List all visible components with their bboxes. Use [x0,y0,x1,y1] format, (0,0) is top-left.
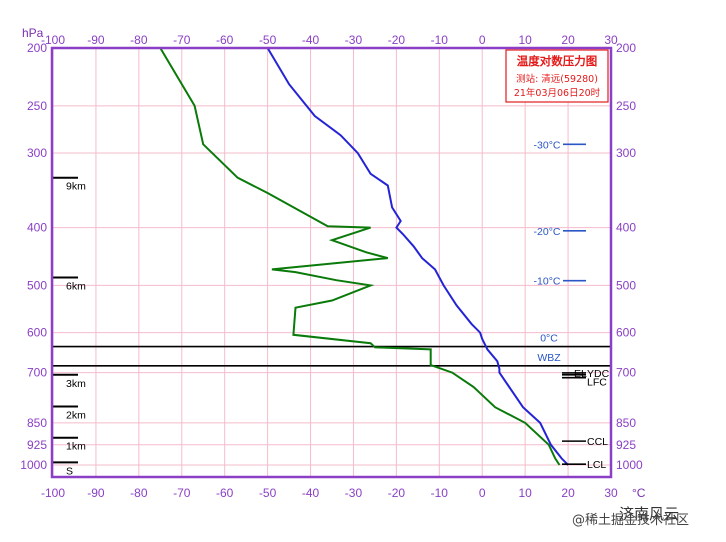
y-tick-label-right: 1000 [616,458,643,472]
x-tick-label-bottom: -30 [345,486,363,500]
x-tick-label-bottom: -10 [431,486,449,500]
x-tick-label-bottom: 20 [561,486,575,500]
isotherm-label: -10°C [534,276,561,288]
y-tick-label-right: 600 [616,326,636,340]
x-tick-label-bottom: -80 [130,486,148,500]
grid [52,47,612,477]
x-tick-label-top: -40 [302,33,320,47]
isotherm-label: -30°C [534,139,561,151]
y-tick-label-left: 250 [27,99,47,113]
x-tick-label-top: -90 [87,33,105,47]
plot-frame [50,46,613,479]
dewpoint-line [159,47,561,466]
height-label: 3km [66,378,86,390]
y-tick-label-right: 700 [616,366,636,380]
y-tick-label-right: 250 [616,99,636,113]
y-tick-label-right: 300 [616,146,636,160]
x-tick-label-bottom: 0 [479,486,486,500]
watermark-right-text: @稀土掘金技术社区 [572,513,690,528]
height-markers: 9km 6km 3km 2km 1km S [53,176,86,477]
height-label: 1km [66,441,86,453]
x-tick-label-top: -10 [431,33,449,47]
x-tick-label-bottom: -100 [41,486,65,500]
x-tick-label-top: -30 [345,33,363,47]
x-tick-label-top: 10 [518,33,532,47]
chart-title: 温度对数压力图 [517,54,598,68]
x-tick-label-bottom: 10 [518,486,532,500]
height-label: 6km [66,281,86,293]
x-tick-label-top: 20 [561,33,575,47]
y-tick-label-right: 925 [616,438,636,452]
x-tick-label-bottom: 30 [604,486,618,500]
x-tick-label-bottom: -70 [173,486,191,500]
level-label: 0°C [540,333,558,345]
y-tick-label-left: 500 [27,278,47,292]
y-tick-label-left: 400 [27,221,47,235]
y-tick-label-left: 850 [27,416,47,430]
x-tick-label-bottom: -50 [259,486,277,500]
y-unit-label: hPa [22,26,44,40]
watermark-right: @稀土掘金技术社区 [572,509,689,528]
level-lines: 0°C WBZ [53,333,611,367]
station-label: 测站: 清远(59280) [516,73,598,85]
x-tick-label-top: -80 [130,33,148,47]
temperature-line [266,47,569,466]
x-tick-label-bottom: -20 [388,486,406,500]
height-label: S [66,465,73,477]
y-tick-label-left: 925 [27,438,47,452]
marker-label: CCL [587,436,608,448]
tick-labels: -100-100-90-90-80-80-70-70-60-60-50-50-4… [20,33,643,500]
x-tick-label-top: 30 [604,33,618,47]
isotherm-label: -20°C [534,226,561,238]
time-label: 21年03月06日20时 [514,87,601,99]
x-unit-label: °C [632,486,646,500]
marker-label: EL [574,368,587,380]
y-tick-label-left: 600 [27,326,47,340]
isotherm-labels: -30°C -20°C -10°C [534,139,586,288]
y-tick-label-left: 300 [27,146,47,160]
marker-label: YDC [587,368,610,380]
x-tick-label-bottom: -90 [87,486,105,500]
y-tick-label-left: 200 [27,41,47,55]
x-tick-label-bottom: -60 [216,486,234,500]
watermark-left-text: 济南风云 [619,505,680,523]
y-tick-label-right: 200 [616,41,636,55]
y-tick-label-right: 850 [616,416,636,430]
x-tick-label-top: 0 [479,33,486,47]
watermark-left: 济南风云 [619,503,679,524]
y-tick-label-left: 1000 [20,458,47,472]
x-tick-label-top: -20 [388,33,406,47]
x-tick-label-bottom: -40 [302,486,320,500]
y-tick-label-right: 500 [616,278,636,292]
y-tick-label-right: 400 [616,221,636,235]
height-label: 2km [66,410,86,422]
y-tick-label-left: 700 [27,366,47,380]
x-tick-label-top: -60 [216,33,234,47]
marker-label: LCL [587,459,606,471]
x-tick-label-top: -100 [41,33,65,47]
level-label: WBZ [537,352,561,364]
marker-label: LFC [587,377,607,389]
x-tick-label-top: -50 [259,33,277,47]
x-tick-label-top: -70 [173,33,191,47]
height-label: 9km [66,181,86,193]
title-box: 温度对数压力图 测站: 清远(59280) 21年03月06日20时 [505,49,609,103]
